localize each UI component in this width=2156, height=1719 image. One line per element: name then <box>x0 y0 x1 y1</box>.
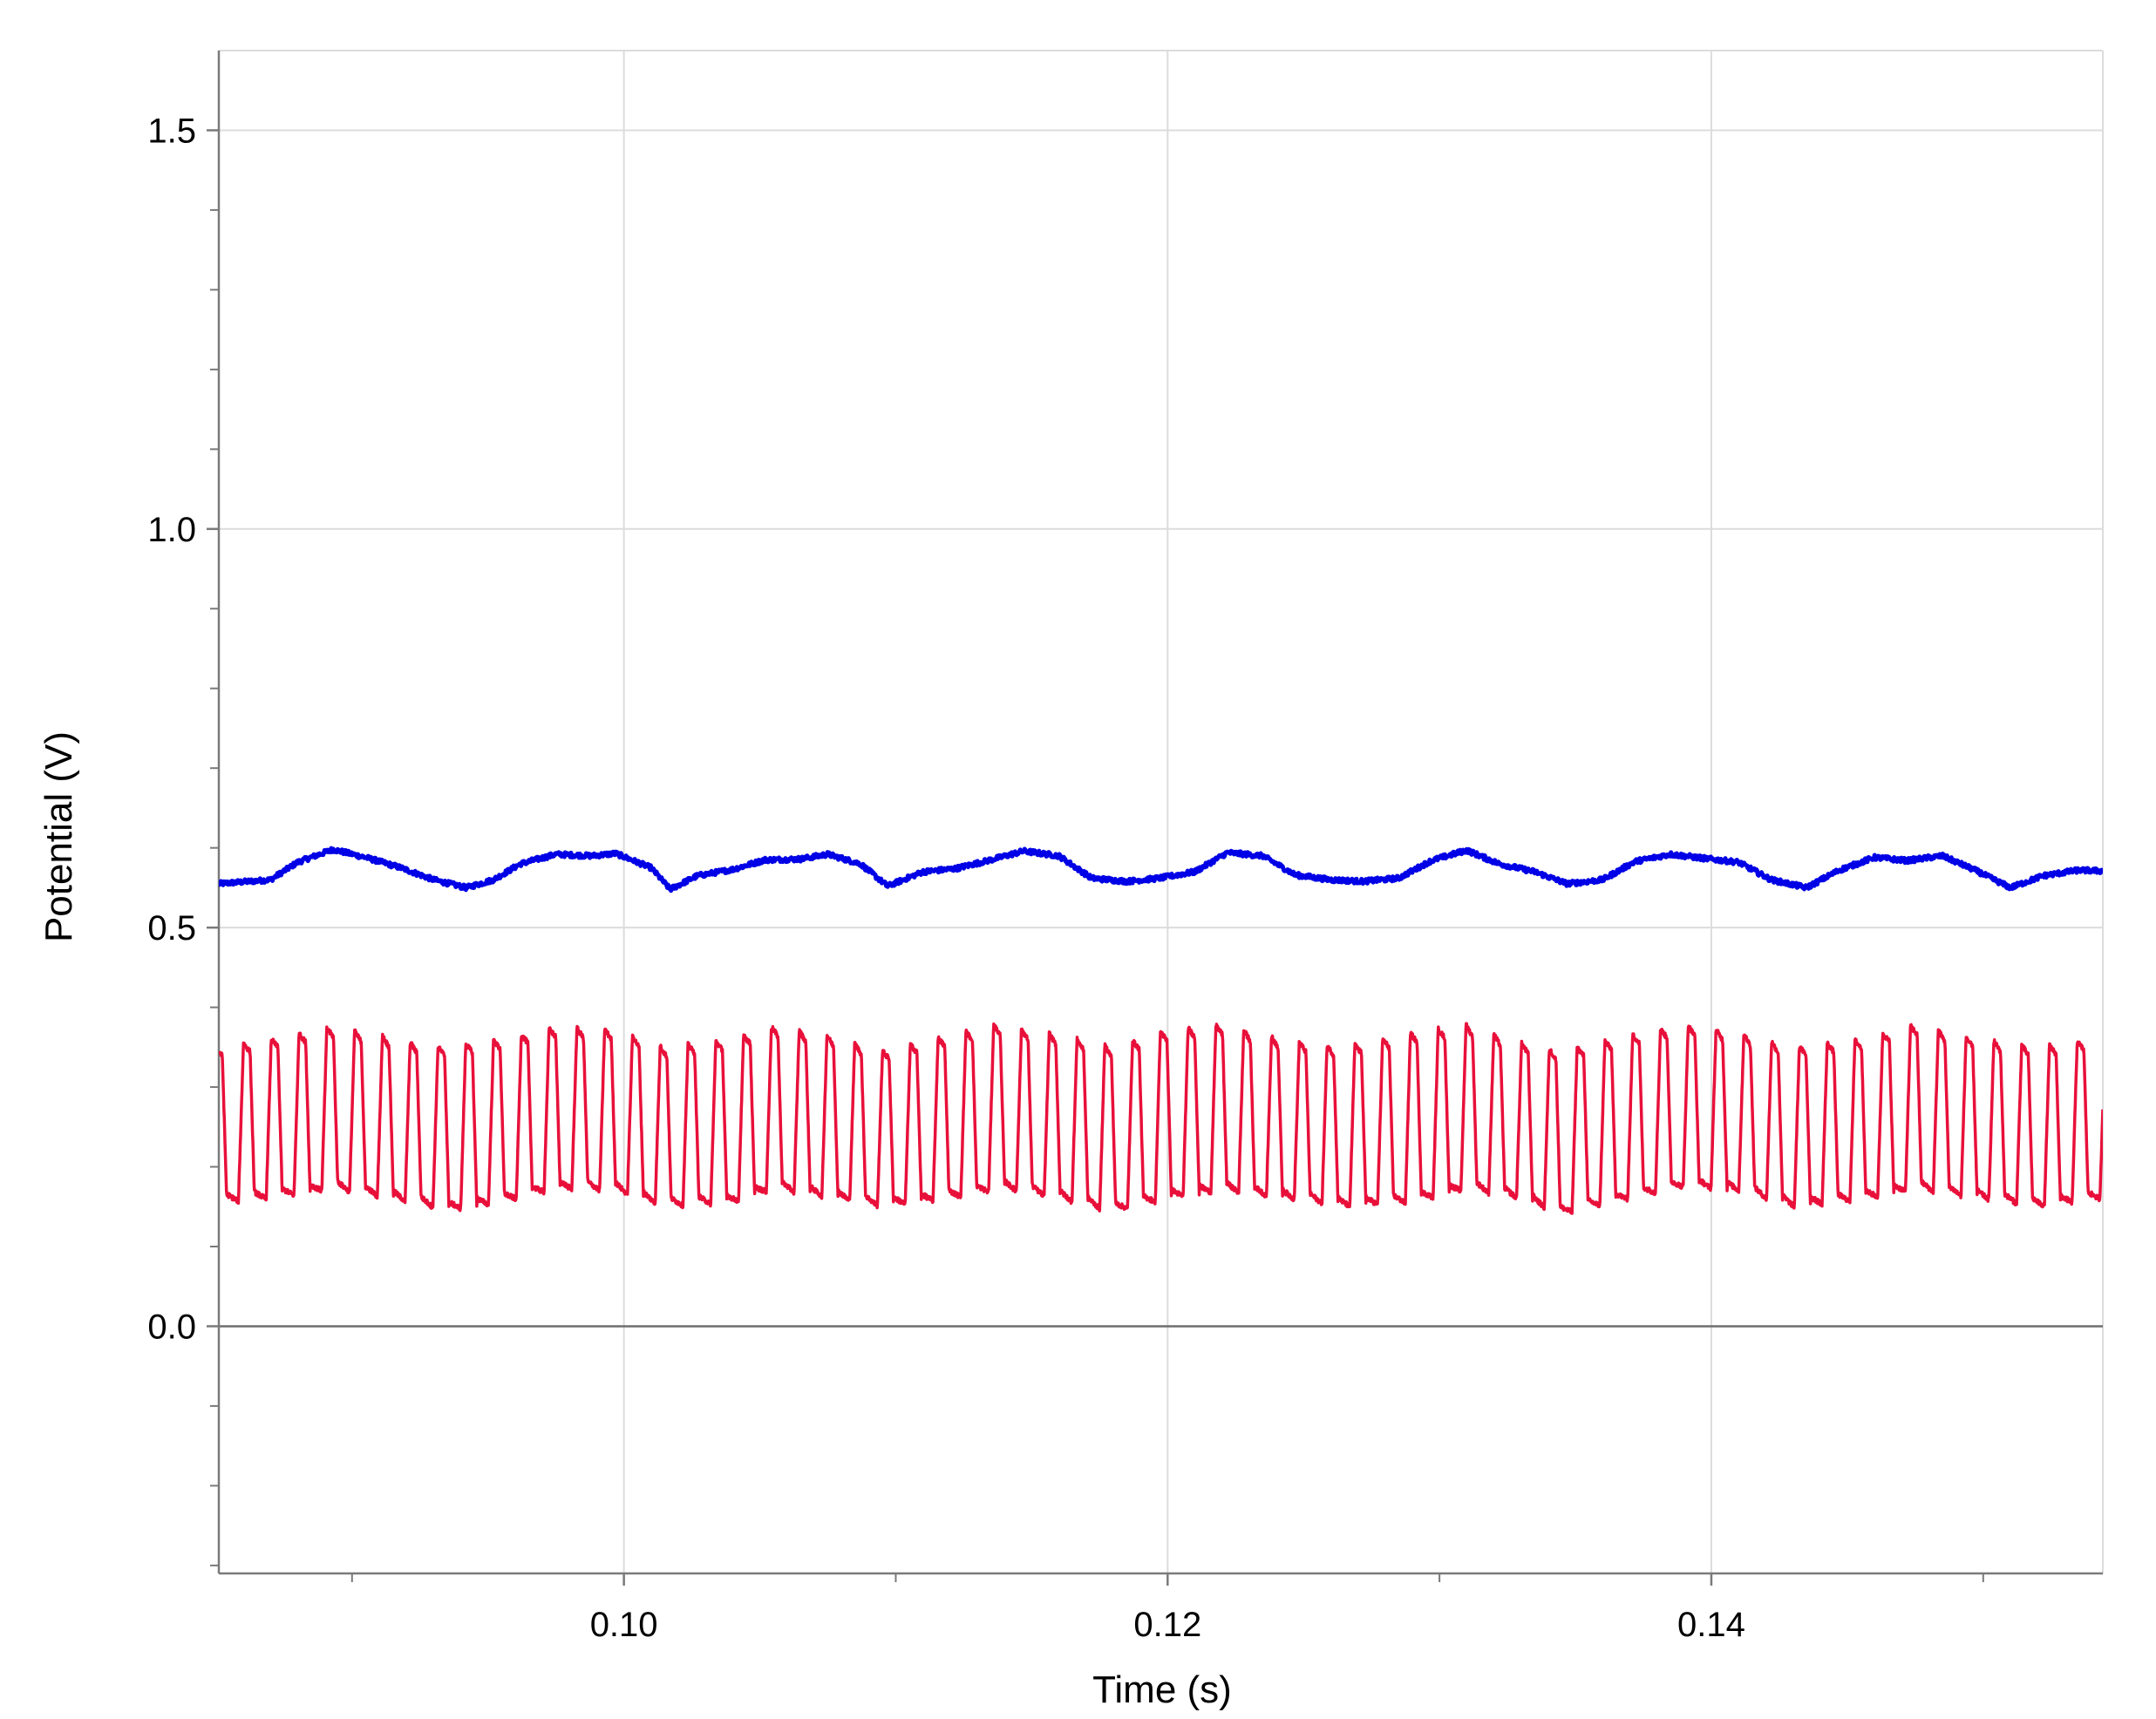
series-oscillation-line <box>219 1022 2103 1215</box>
axes-layer <box>207 51 2103 1586</box>
y-tick-label: 0.0 <box>147 1308 196 1346</box>
y-tick-label: 1.5 <box>147 112 196 150</box>
y-axis-title: Potential (V) <box>37 731 80 942</box>
x-tick-label: 0.14 <box>1677 1606 1745 1644</box>
series-slow-line <box>219 846 2103 893</box>
grid-layer <box>219 50 2104 1573</box>
series-layer <box>219 846 2103 1215</box>
y-tick-label: 1.0 <box>147 511 196 549</box>
y-tick-label: 0.5 <box>147 909 196 948</box>
x-tick-label: 0.12 <box>1133 1606 1201 1644</box>
labels-layer: Time (s) Potential (V) 0.0 0.5 1.0 1.5 0.10 0… <box>37 112 1745 1711</box>
x-axis-title: Time (s) <box>1092 1668 1232 1711</box>
x-tick-label: 0.10 <box>590 1606 658 1644</box>
